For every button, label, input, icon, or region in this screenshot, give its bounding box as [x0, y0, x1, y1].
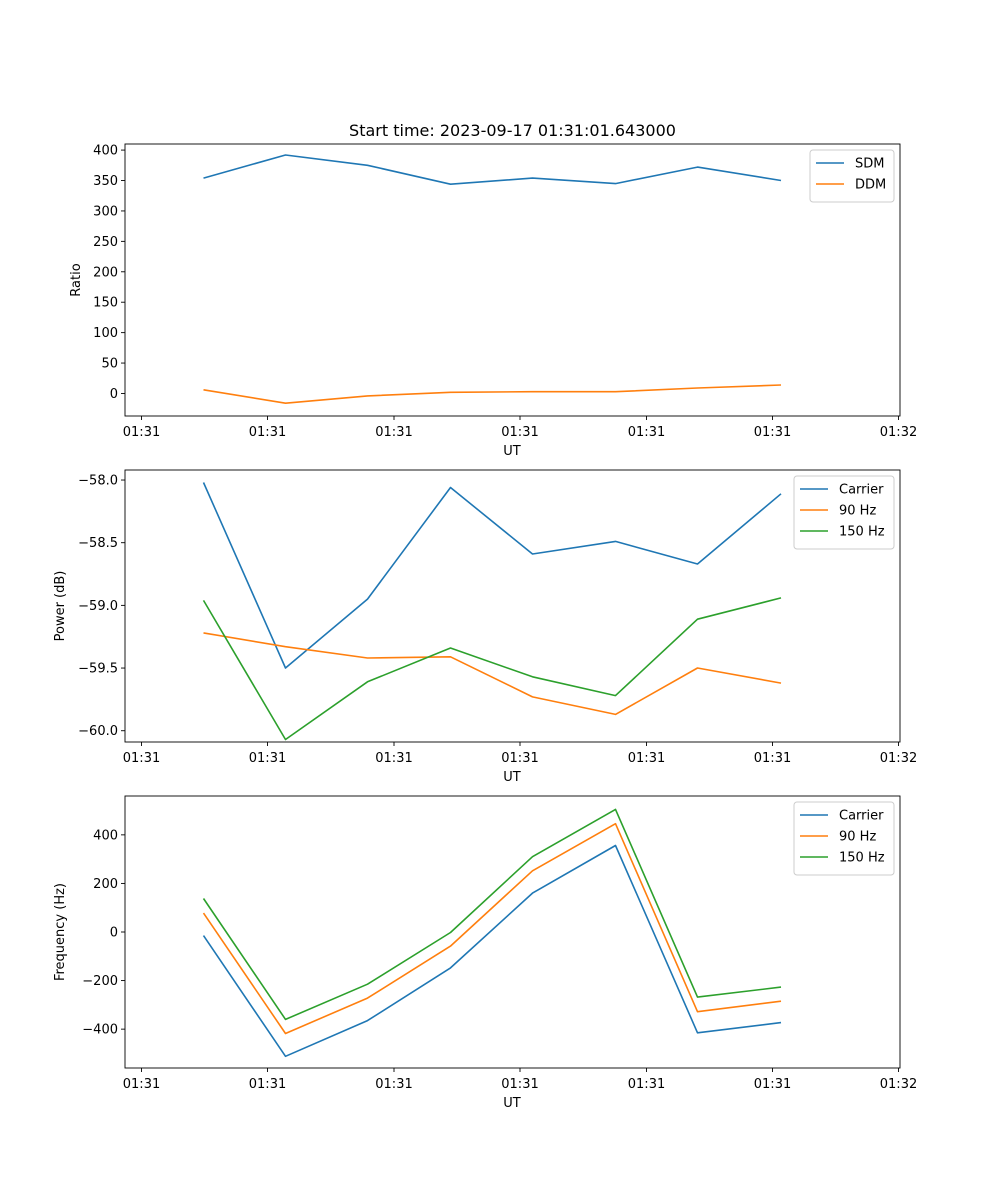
series-line-carrier [202, 844, 782, 1058]
x-tick-label: 01:31 [375, 1077, 412, 1092]
x-tick-label: 01:31 [628, 1077, 665, 1092]
y-tick-label: −200 [82, 974, 118, 989]
series-line-90-hz [202, 822, 782, 1035]
legend-entry: Carrier [839, 483, 884, 498]
x-tick-label: 01:31 [123, 1077, 160, 1092]
y-tick-label: −60.0 [78, 724, 118, 739]
x-tick-label: 01:31 [123, 751, 160, 766]
y-axis-label: Power (dB) [53, 571, 68, 642]
series-line-sdm [203, 154, 782, 185]
y-axis-label: Frequency (Hz) [53, 883, 68, 981]
y-tick-label: −58.5 [78, 536, 118, 551]
y-tick-label: −400 [82, 1023, 118, 1038]
legend: Carrier 90 Hz 150 Hz [793, 475, 895, 550]
y-tick-label: −59.0 [78, 599, 118, 614]
x-tick-label: 01:31 [754, 751, 791, 766]
series-line-ddm [203, 384, 782, 405]
y-axis-label: Ratio [69, 263, 84, 296]
x-tick-label: 01:31 [754, 1077, 791, 1092]
x-tick-label: 01:31 [628, 425, 665, 440]
y-tick-label: 100 [93, 326, 118, 341]
x-tick-label: 01:31 [249, 1077, 286, 1092]
legend-entry: DDM [855, 178, 886, 193]
legend-entry: 150 Hz [839, 851, 885, 866]
x-tick-label: 01:31 [501, 425, 538, 440]
x-tick-label: 01:32 [880, 1077, 917, 1092]
x-axis-label: UT [503, 444, 521, 459]
x-tick-label: 01:31 [249, 751, 286, 766]
y-tick-label: 0 [110, 387, 118, 402]
y-tick-label: 300 [93, 204, 118, 219]
y-tick-label: 400 [93, 144, 118, 159]
chart-panel-1: 01:31 01:31 01:31 01:31 01:31 01:31 01:32 0 50 10… [69, 143, 917, 459]
x-tick-label: 01:32 [880, 751, 917, 766]
axes-frame [124, 469, 901, 743]
y-tick-label: −59.5 [78, 662, 118, 677]
y-tick-label: 50 [101, 357, 118, 372]
chart-panel-3: 01:31 01:31 01:31 01:31 01:31 01:31 01:32 −400 −… [53, 795, 917, 1111]
legend-entry: Carrier [839, 809, 884, 824]
legend: SDM DDM [809, 149, 895, 203]
y-tick-label: 200 [93, 877, 118, 892]
x-tick-label: 01:31 [628, 751, 665, 766]
chart-panel-2: 01:31 01:31 01:31 01:31 01:31 01:31 01:32 −60.0… [53, 469, 917, 785]
y-tick-label: 150 [93, 296, 118, 311]
y-tick-label: 350 [93, 174, 118, 189]
y-tick-label: 400 [93, 828, 118, 843]
legend: Carrier 90 Hz 150 Hz [793, 801, 895, 876]
x-tick-label: 01:31 [375, 751, 412, 766]
x-axis-label: UT [503, 770, 521, 785]
x-tick-label: 01:31 [754, 425, 791, 440]
legend-entry: 90 Hz [839, 504, 876, 519]
x-axis-label: UT [503, 1096, 521, 1111]
legend-entry: SDM [855, 157, 884, 172]
axes-frame [124, 143, 901, 417]
series-line-carrier [202, 482, 782, 669]
panels: 01:31 01:31 01:31 01:31 01:31 01:31 01:32 0 50 10… [53, 143, 917, 1111]
series-line-90-hz [203, 632, 782, 716]
legend-entry: 90 Hz [839, 830, 876, 845]
x-tick-label: 01:31 [375, 425, 412, 440]
chart-title: Start time: 2023-09-17 01:31:01.643000 [349, 121, 676, 140]
x-tick-label: 01:31 [501, 1077, 538, 1092]
legend-entry: 150 Hz [839, 525, 885, 540]
x-tick-label: 01:32 [880, 425, 917, 440]
y-tick-label: 250 [93, 235, 118, 250]
y-tick-label: −58.0 [78, 474, 118, 489]
x-tick-label: 01:31 [501, 751, 538, 766]
x-tick-label: 01:31 [249, 425, 286, 440]
series-line-150-hz [202, 808, 782, 1021]
series-line-150-hz [202, 597, 782, 741]
x-tick-label: 01:31 [123, 425, 160, 440]
y-tick-label: 0 [110, 926, 118, 941]
y-tick-label: 200 [93, 265, 118, 280]
